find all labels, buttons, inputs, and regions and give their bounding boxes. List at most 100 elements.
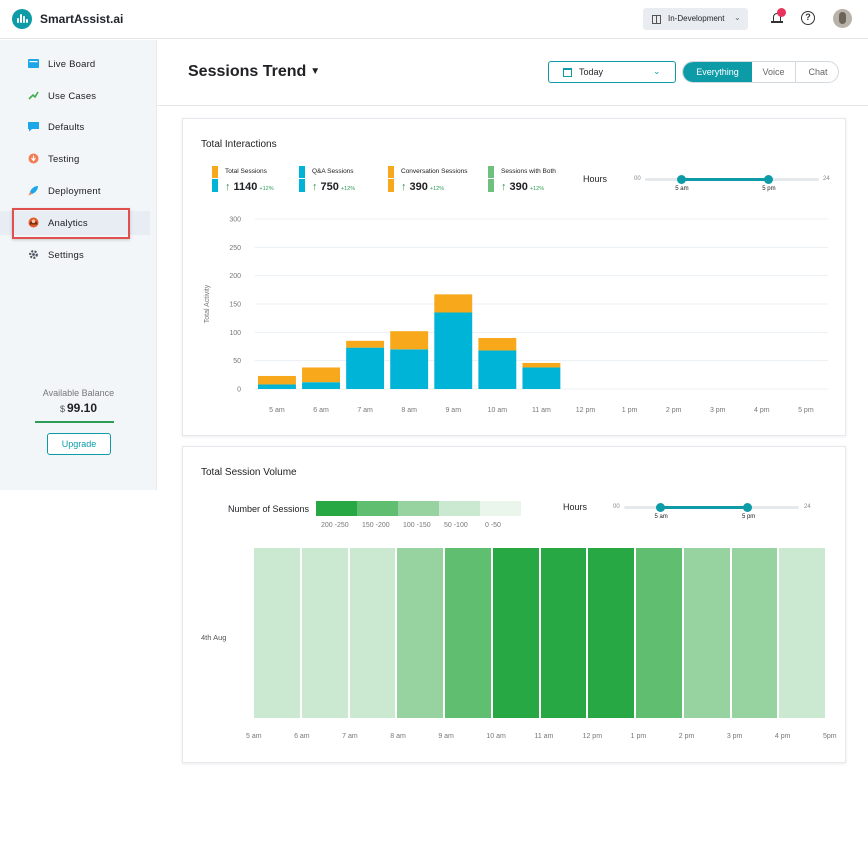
arrow-up-icon: ↑ — [225, 181, 231, 193]
arrow-up-icon: ↑ — [312, 181, 318, 193]
page-title[interactable]: Sessions Trend ▼ — [188, 63, 320, 81]
metric-change: +12% — [340, 186, 356, 192]
heat-legend-label: 0 -50 — [485, 522, 501, 529]
analytics-icon — [28, 217, 39, 228]
sidebar-item-analytics[interactable]: Analytics — [0, 211, 150, 235]
avatar[interactable] — [833, 9, 852, 28]
channel-tab-everything[interactable]: Everything — [683, 62, 752, 82]
arrow-up-icon: ↑ — [401, 181, 407, 193]
channel-tab-voice[interactable]: Voice — [752, 62, 796, 82]
metric-value: ↑ 750 +12% — [312, 181, 355, 193]
heatmap-cell[interactable] — [445, 548, 491, 718]
sidebar-item-label: Live Board — [48, 59, 96, 70]
heatmap-cell[interactable] — [254, 548, 300, 718]
card-title: Total Interactions — [201, 139, 277, 150]
heatmap-x-tick-label: 10 am — [486, 733, 506, 740]
heat-legend-label: 100 -150 — [403, 522, 431, 529]
hours-slider-range — [660, 506, 748, 509]
sidebar-item-use-cases[interactable]: Use Cases — [0, 84, 150, 108]
hours-max: 24 — [804, 504, 811, 510]
heatmap-cell[interactable] — [540, 548, 587, 718]
hours-slider-start-handle[interactable] — [655, 503, 665, 512]
card-title: Total Session Volume — [201, 467, 297, 478]
smartassist-logo-icon[interactable] — [12, 9, 32, 29]
metric-label: Conversation Sessions — [401, 168, 468, 175]
sidebar-item-settings[interactable]: Settings — [0, 243, 150, 267]
heatmap-x-tick-label: 6 am — [294, 733, 310, 740]
heatmap-cell[interactable] — [301, 548, 348, 718]
heatmap-cell[interactable] — [683, 548, 730, 718]
x-tick-label: 11 am — [532, 407, 551, 414]
legend-swatch — [388, 179, 394, 192]
sidebar-item-label: Analytics — [48, 218, 88, 229]
notification-bell-icon[interactable] — [771, 8, 786, 24]
heatmap-cell[interactable] — [588, 548, 634, 718]
help-icon[interactable]: ? — [801, 11, 815, 25]
x-tick-label: 3 pm — [710, 407, 726, 414]
hours-slider-end-handle[interactable] — [743, 503, 753, 512]
bar-segment — [258, 375, 296, 385]
channel-toggle: Everything Voice Chat — [682, 61, 839, 83]
bar-segment — [478, 338, 517, 351]
balance-currency: $ — [59, 404, 65, 414]
sidebar-item-deployment[interactable]: Deployment — [0, 179, 150, 203]
metric-change: +12% — [529, 186, 545, 192]
hours-slider-end-handle[interactable] — [763, 175, 773, 184]
environment-selector[interactable]: In-Development ⌄ — [643, 8, 748, 30]
heat-legend-swatch — [439, 501, 480, 516]
bar-segment — [522, 362, 561, 368]
x-tick-label: 5 am — [269, 407, 285, 414]
heatmap-x-tick-label: 8 am — [390, 733, 406, 740]
heatmap-cell[interactable] — [731, 548, 778, 718]
y-tick-label: 250 — [229, 245, 241, 252]
chevron-down-icon: ⌄ — [734, 13, 741, 22]
date-filter-dropdown[interactable]: Today ⌄ — [548, 61, 676, 83]
total-interactions-bar-chart: 0 50 100 150 200 250 300 Total Activity 5 am 6 am… — [204, 217, 828, 414]
x-tick-label: 7 am — [357, 407, 373, 414]
x-tick-label: 8 am — [401, 407, 417, 414]
defaults-icon — [28, 122, 39, 132]
heat-legend-swatch — [316, 501, 357, 516]
hours-end-label: 5 pm — [741, 514, 756, 520]
balance-bar — [35, 421, 114, 423]
x-tick-label: 4 pm — [754, 407, 770, 414]
x-tick-label: 9 am — [445, 407, 461, 414]
total-interactions-card: Total Interactions Total Sessions ↑ 1140 +… — [182, 118, 846, 436]
hours-slider-start-handle[interactable] — [676, 175, 686, 184]
y-tick-label: 0 — [237, 387, 241, 394]
live-board-icon — [28, 59, 39, 68]
heat-legend-swatch — [398, 501, 439, 516]
x-tick-label: 5 pm — [798, 407, 814, 414]
sidebar-item-defaults[interactable]: Defaults — [0, 115, 150, 139]
sidebar-item-testing[interactable]: Testing — [0, 147, 150, 171]
sidebar-item-label: Settings — [48, 250, 84, 261]
sidebar-item-label: Defaults — [48, 122, 85, 133]
legend-swatch — [488, 179, 494, 192]
balance-amount: 99.10 — [66, 401, 98, 415]
heatmap-cell[interactable] — [492, 548, 539, 718]
legend-swatch — [299, 179, 305, 192]
heatmap-cell[interactable] — [779, 548, 825, 718]
heatmap-x-tick-label: 9 am — [438, 733, 454, 740]
heatmap-cell[interactable] — [636, 548, 682, 718]
heatmap-cell[interactable] — [349, 548, 396, 718]
channel-tab-chat[interactable]: Chat — [808, 67, 828, 77]
metric-label: Q&A Sessions — [312, 168, 354, 175]
metric-number: 390 — [409, 181, 428, 193]
bar-segment — [346, 340, 385, 348]
heatmap-cell[interactable] — [397, 548, 443, 718]
y-tick-label: 50 — [233, 358, 241, 365]
x-tick-label: 6 am — [313, 407, 329, 414]
y-tick-label: 150 — [229, 302, 241, 309]
sidebar-item-live-board[interactable]: Live Board — [0, 52, 150, 76]
balance-label: Available Balance — [42, 388, 115, 398]
sidebar-item-label: Testing — [48, 154, 80, 165]
sidebar-item-label: Use Cases — [48, 91, 97, 102]
heatmap-row-label: 4th Aug — [201, 633, 227, 642]
heatmap-x-tick-label: 5 am — [246, 733, 262, 740]
upgrade-button[interactable]: Upgrade — [47, 433, 111, 455]
bar-segment — [390, 349, 429, 389]
heat-legend-label: 50 -100 — [444, 522, 468, 529]
hours-min: 00 — [613, 504, 620, 510]
chevron-down-icon: ⌄ — [653, 66, 661, 76]
